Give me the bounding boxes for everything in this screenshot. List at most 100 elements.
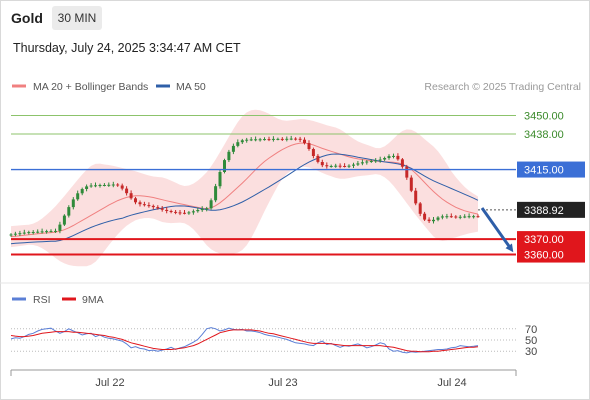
candle-body xyxy=(27,232,31,234)
support-level-label: 3360.00 xyxy=(524,250,564,262)
candle-body xyxy=(432,219,435,222)
candle-body xyxy=(169,211,173,212)
main-legend: MA 20 + Bollinger Bands MA 50 xyxy=(12,81,206,93)
candles xyxy=(9,135,480,237)
candle-body xyxy=(365,161,369,163)
candle-body xyxy=(218,172,222,187)
candle-body xyxy=(138,202,142,205)
ma20-legend-label: MA 20 + Bollinger Bands xyxy=(33,81,148,93)
candle-body xyxy=(436,217,440,220)
candle-body xyxy=(258,139,262,141)
candle-body xyxy=(178,212,182,214)
candle-body xyxy=(316,155,320,162)
candle-body xyxy=(356,163,360,165)
candle-body xyxy=(320,162,324,166)
candle-body xyxy=(329,166,333,167)
candle-body xyxy=(280,138,284,140)
x-tick-label: Jul 24 xyxy=(437,377,466,389)
candle-body xyxy=(414,190,418,204)
candle-body xyxy=(369,161,373,162)
candle-body xyxy=(102,185,106,186)
candle-body xyxy=(378,159,382,161)
rsi-ma-line xyxy=(10,329,479,353)
candle-body xyxy=(107,184,111,186)
candle-body xyxy=(311,149,315,156)
candle-body xyxy=(285,138,289,140)
x-axis: Jul 22 Jul 23 Jul 24 xyxy=(10,369,517,389)
candle-body xyxy=(160,208,164,210)
candle-body xyxy=(165,209,169,211)
candle-body xyxy=(80,189,84,194)
candle-body xyxy=(205,208,209,210)
support-level-tag xyxy=(517,246,585,263)
candle-body xyxy=(472,216,476,218)
candle-body xyxy=(467,216,471,218)
candle-body xyxy=(231,145,235,152)
candle-body xyxy=(147,205,151,207)
candle-body xyxy=(116,184,120,186)
ma50-legend-label: MA 50 xyxy=(176,81,206,93)
candle-body xyxy=(263,139,266,141)
support-level-label: 3370.00 xyxy=(524,234,564,246)
candle-body xyxy=(76,193,80,200)
candle-body xyxy=(67,207,71,216)
candle-body xyxy=(40,231,44,233)
candle-body xyxy=(240,140,244,143)
candle-body xyxy=(227,151,231,161)
candle-body xyxy=(267,139,271,141)
rsi-tick-label: 30 xyxy=(525,346,537,358)
candle-body xyxy=(383,158,387,160)
candle-body xyxy=(334,165,338,167)
candle-body xyxy=(343,166,347,167)
candle-body xyxy=(120,185,124,189)
chart-timestamp: Thursday, July 24, 2025 3:34:47 AM CET xyxy=(13,41,241,55)
candle-body xyxy=(400,159,404,167)
candle-body xyxy=(13,233,17,235)
timeframe-badge[interactable]: 30 MIN xyxy=(52,6,102,30)
candle-body xyxy=(409,177,413,191)
candle-body xyxy=(9,234,13,236)
candle-body xyxy=(62,215,66,225)
support-level-tag xyxy=(517,231,585,248)
resistance-level-label: 3415.00 xyxy=(524,165,564,177)
candle-body xyxy=(396,155,400,160)
candle-body xyxy=(196,210,200,212)
candle-body xyxy=(98,185,102,186)
candle-body xyxy=(134,198,137,203)
candle-body xyxy=(245,139,249,141)
candle-body xyxy=(463,216,467,218)
rsi-legend-label: RSI xyxy=(33,294,51,306)
candle-body xyxy=(151,205,155,208)
candle-body xyxy=(454,216,458,218)
candle-body xyxy=(360,162,364,164)
candle-body xyxy=(18,233,22,235)
candle-body xyxy=(325,165,329,167)
last-price-tag xyxy=(517,201,585,218)
candle-body xyxy=(142,204,146,206)
bollinger-band-area xyxy=(11,109,478,267)
candle-body xyxy=(45,231,49,233)
candle-body xyxy=(71,199,75,208)
candle-body xyxy=(191,211,195,213)
candle-body xyxy=(111,184,115,186)
rsi-legend: RSI 9MA xyxy=(12,294,104,306)
candle-body xyxy=(36,231,40,233)
candle-body xyxy=(49,231,53,233)
resistance-level-tag xyxy=(517,161,585,178)
candle-body xyxy=(347,165,351,167)
candle-body xyxy=(85,186,89,189)
bollinger-bands xyxy=(11,109,478,267)
forecast-arrow xyxy=(480,207,514,253)
watermark: Research © 2025 Trading Central xyxy=(424,81,581,93)
candle-body xyxy=(89,185,93,187)
candle-body xyxy=(458,216,462,218)
candle-body xyxy=(445,216,449,218)
ma20-line xyxy=(10,142,479,238)
candle-body xyxy=(58,224,62,231)
candle-body xyxy=(183,212,186,214)
candle-body xyxy=(236,142,240,146)
x-tick-label: Jul 22 xyxy=(95,377,124,389)
candle-body xyxy=(289,138,293,140)
